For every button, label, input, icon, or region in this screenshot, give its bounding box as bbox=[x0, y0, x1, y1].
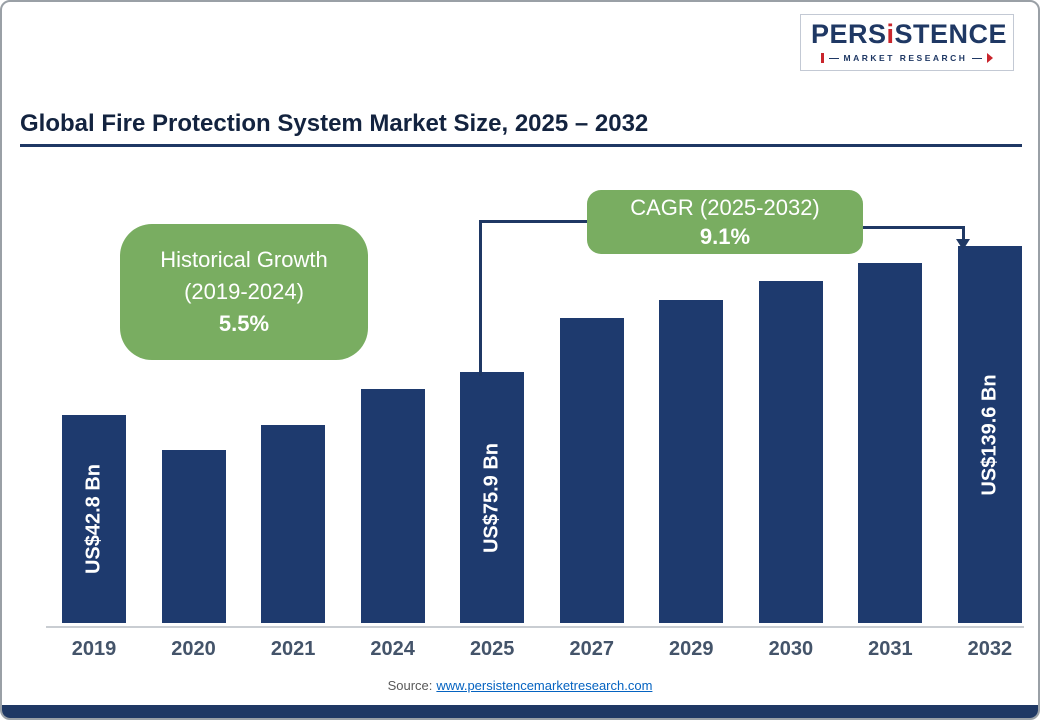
bar-2027 bbox=[559, 318, 624, 623]
cagr-connector-right-vertical bbox=[962, 226, 965, 240]
historical-growth-value: 5.5% bbox=[218, 311, 270, 336]
historical-growth-callout: Historical Growth (2019-2024) 5.5% bbox=[120, 224, 368, 360]
cagr-line1: CAGR (2025-2032) bbox=[630, 194, 820, 220]
cagr-arrow-down-icon bbox=[956, 239, 970, 250]
bottom-accent-bar bbox=[2, 705, 1038, 718]
historical-growth-line2: (2019-2024) bbox=[184, 279, 304, 304]
brand-left-line bbox=[828, 57, 839, 59]
cagr-callout: CAGR (2025-2032) 9.1% bbox=[587, 190, 863, 254]
source-prefix: Source: bbox=[387, 678, 433, 693]
x-axis-label-2019: 2019 bbox=[71, 638, 117, 660]
bar-chart-plot-area: US$42.8 Bn US$75.9 Bn US$139.6 Bn bbox=[62, 243, 1022, 623]
x-axis-label-2021: 2021 bbox=[270, 638, 316, 660]
brand-name-pre: PERS bbox=[811, 19, 887, 49]
title-underline bbox=[20, 144, 1022, 147]
cagr-connector-right-horizontal bbox=[861, 226, 965, 229]
x-axis-label-2032: 2032 bbox=[967, 638, 1013, 660]
brand-tagline: MARKET RESEARCH bbox=[843, 53, 968, 63]
x-axis-label-2029: 2029 bbox=[669, 638, 714, 660]
x-axis-label-2031: 2031 bbox=[868, 638, 913, 660]
bar-2030 bbox=[758, 281, 823, 623]
x-axis-labels: 2019 2020 2021 2024 2025 2027 2029 2030 2031 2032 bbox=[62, 638, 1022, 661]
cagr-value: 9.1% bbox=[699, 223, 751, 249]
bar-value-label-2025: US$75.9 Bn bbox=[480, 442, 503, 553]
bar-2025: US$75.9 Bn bbox=[460, 372, 525, 623]
brand-right-line bbox=[972, 57, 983, 59]
bar-2019: US$42.8 Bn bbox=[62, 415, 126, 623]
brand-name-i: i bbox=[886, 19, 895, 49]
x-axis-baseline bbox=[46, 626, 1024, 628]
x-axis-label-2020: 2020 bbox=[171, 638, 216, 660]
brand-logo: PERSiSTENCE MARKET RESEARCH bbox=[800, 14, 1014, 71]
bar-2031 bbox=[858, 263, 923, 623]
x-axis-label-2030: 2030 bbox=[768, 638, 814, 660]
brand-name: PERSiSTENCE bbox=[811, 19, 1007, 49]
bar-value-label-2019: US$42.8 Bn bbox=[82, 463, 105, 575]
bar-2020 bbox=[161, 450, 226, 623]
bar-2032: US$139.6 Bn bbox=[957, 246, 1022, 623]
bar-2021 bbox=[261, 425, 326, 623]
cagr-connector-left-vertical bbox=[479, 220, 482, 376]
cagr-connector-left-horizontal bbox=[479, 220, 589, 223]
page-title: Global Fire Protection System Market Siz… bbox=[20, 110, 649, 137]
source-line: Source: www.persistencemarketresearch.com bbox=[2, 678, 1038, 693]
x-axis-label-2024: 2024 bbox=[370, 638, 415, 660]
bar-value-label-2032: US$139.6 Bn bbox=[978, 373, 1001, 496]
source-link[interactable]: www.persistencemarketresearch.com bbox=[436, 678, 653, 693]
bar-2024 bbox=[360, 389, 425, 623]
brand-arrow-icon bbox=[987, 53, 994, 63]
x-axis-label-2027: 2027 bbox=[569, 638, 614, 660]
brand-name-post: STENCE bbox=[894, 19, 1008, 49]
brand-left-tick bbox=[820, 53, 824, 63]
bar-2029 bbox=[659, 300, 724, 623]
brand-tagline-row: MARKET RESEARCH bbox=[811, 53, 1003, 63]
x-axis-label-2025: 2025 bbox=[469, 638, 515, 660]
historical-growth-line1: Historical Growth bbox=[160, 247, 328, 272]
